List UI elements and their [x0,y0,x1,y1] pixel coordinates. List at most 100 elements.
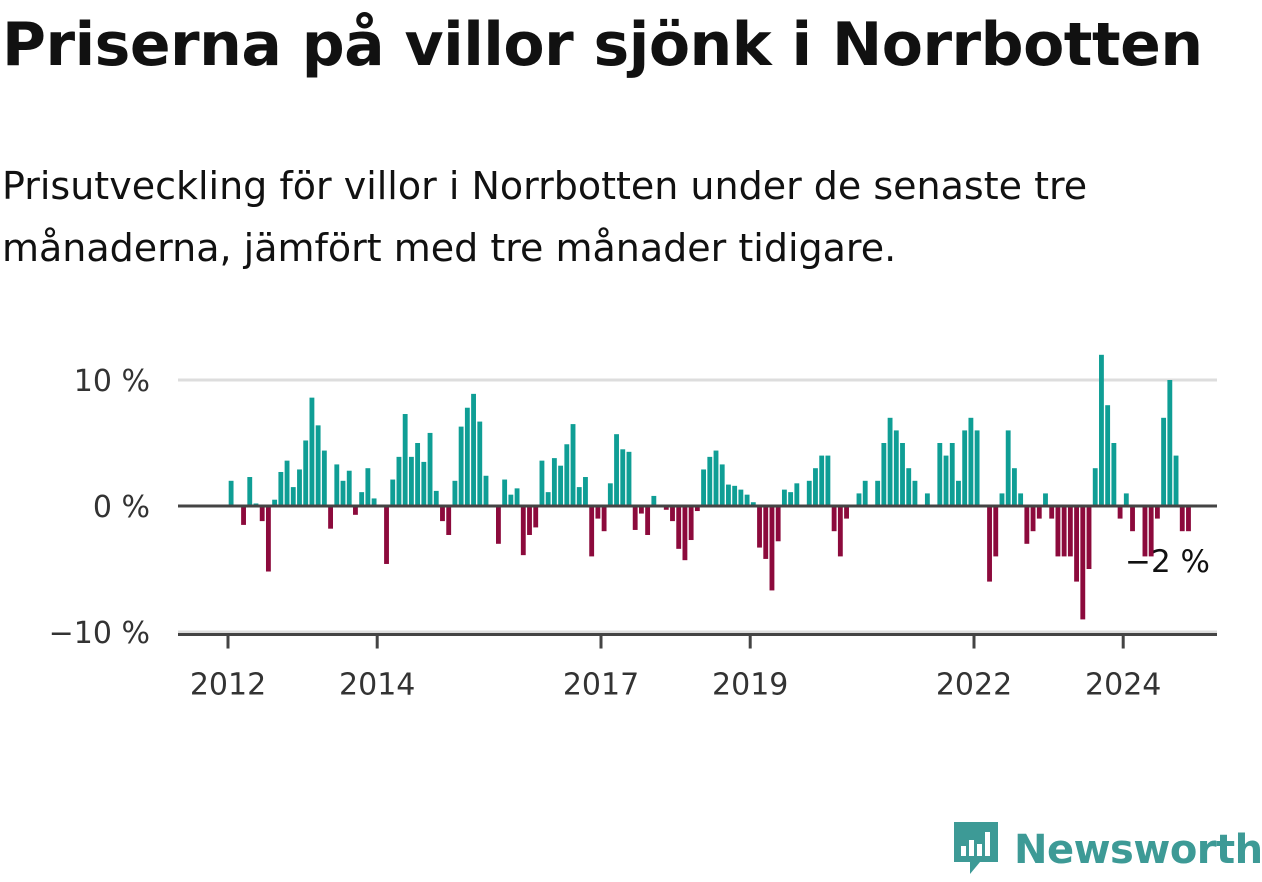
bar [775,506,781,542]
bar [583,477,588,506]
bar [539,460,545,506]
bar [626,451,632,506]
bar [837,506,843,557]
bar [607,483,613,506]
bar [813,468,818,506]
bar [645,506,651,535]
bar [825,455,831,506]
bar [1173,455,1179,506]
bar [900,443,905,506]
bar [1074,506,1079,582]
bar [763,506,769,559]
bar [819,455,825,506]
axes [178,504,1217,649]
x-tick-label: 2022 [936,668,1012,703]
gridlines [178,378,1217,634]
bar [1179,506,1185,532]
bar [259,506,265,522]
bar [371,498,377,506]
bar [545,492,551,506]
bar [1154,506,1160,519]
bar [452,480,458,506]
bar [228,480,234,506]
bar [1055,506,1061,557]
bar [937,443,943,506]
bar [638,506,644,514]
bar [993,506,999,557]
bar [893,430,899,506]
bar [1005,430,1011,506]
bar [912,480,918,506]
newsworthy-logo-icon [950,818,1002,882]
bar [601,506,607,532]
bar [670,506,675,522]
bar [1011,468,1017,506]
bar [694,506,700,512]
bar [508,494,514,506]
bar [1061,506,1067,557]
bar [1161,417,1167,506]
bar [502,479,508,506]
newsworthy-logo: Newsworthy [950,818,1262,882]
bar [732,485,738,506]
bar [390,479,396,506]
bar [408,456,414,506]
bar [1049,506,1055,519]
x-tick-label: 2017 [563,668,639,703]
bar [1117,506,1123,519]
bar [949,443,955,506]
bar [794,483,800,506]
bar [421,461,427,506]
bar [1067,506,1073,557]
bar [1186,506,1191,532]
bar [688,506,694,541]
bar [1142,506,1148,557]
bar [738,489,744,506]
bar [663,506,669,510]
bar [458,426,464,506]
chart-title: Priserna på villor sjönk i Norrbotten [2,10,1203,80]
bar [496,506,501,544]
bar [365,468,371,506]
bar [1123,493,1129,506]
bar [533,506,539,528]
bar [962,430,968,506]
bar [303,440,309,506]
bar [309,397,315,506]
bar [346,470,352,506]
bar [315,425,321,506]
bar [750,502,756,506]
bar [924,493,930,506]
bar [396,456,402,506]
bar [1111,443,1117,506]
bar [272,499,278,506]
bar [415,443,421,506]
x-axis-labels: 2012 2014 2017 2019 2022 2024 [190,668,1162,703]
bar [676,506,682,549]
bar [359,492,365,506]
bar [701,469,706,506]
bar [241,506,246,525]
bar [1092,468,1098,506]
bar [887,417,893,506]
bar [806,480,812,506]
bar [297,469,302,506]
bar [757,506,762,548]
bar [1036,506,1042,519]
bar [595,506,601,519]
bar [1099,354,1104,506]
bar [1130,506,1135,532]
bar [1105,405,1111,506]
bar [856,493,862,506]
bar [570,424,576,506]
bar [471,393,476,506]
bar [477,421,483,506]
bar [906,468,912,506]
bar [614,434,619,506]
bar [433,490,439,506]
bar [551,458,557,506]
last-value-label: −2 % [1125,544,1210,580]
bar [881,443,887,506]
x-tick-label: 2014 [339,668,415,703]
